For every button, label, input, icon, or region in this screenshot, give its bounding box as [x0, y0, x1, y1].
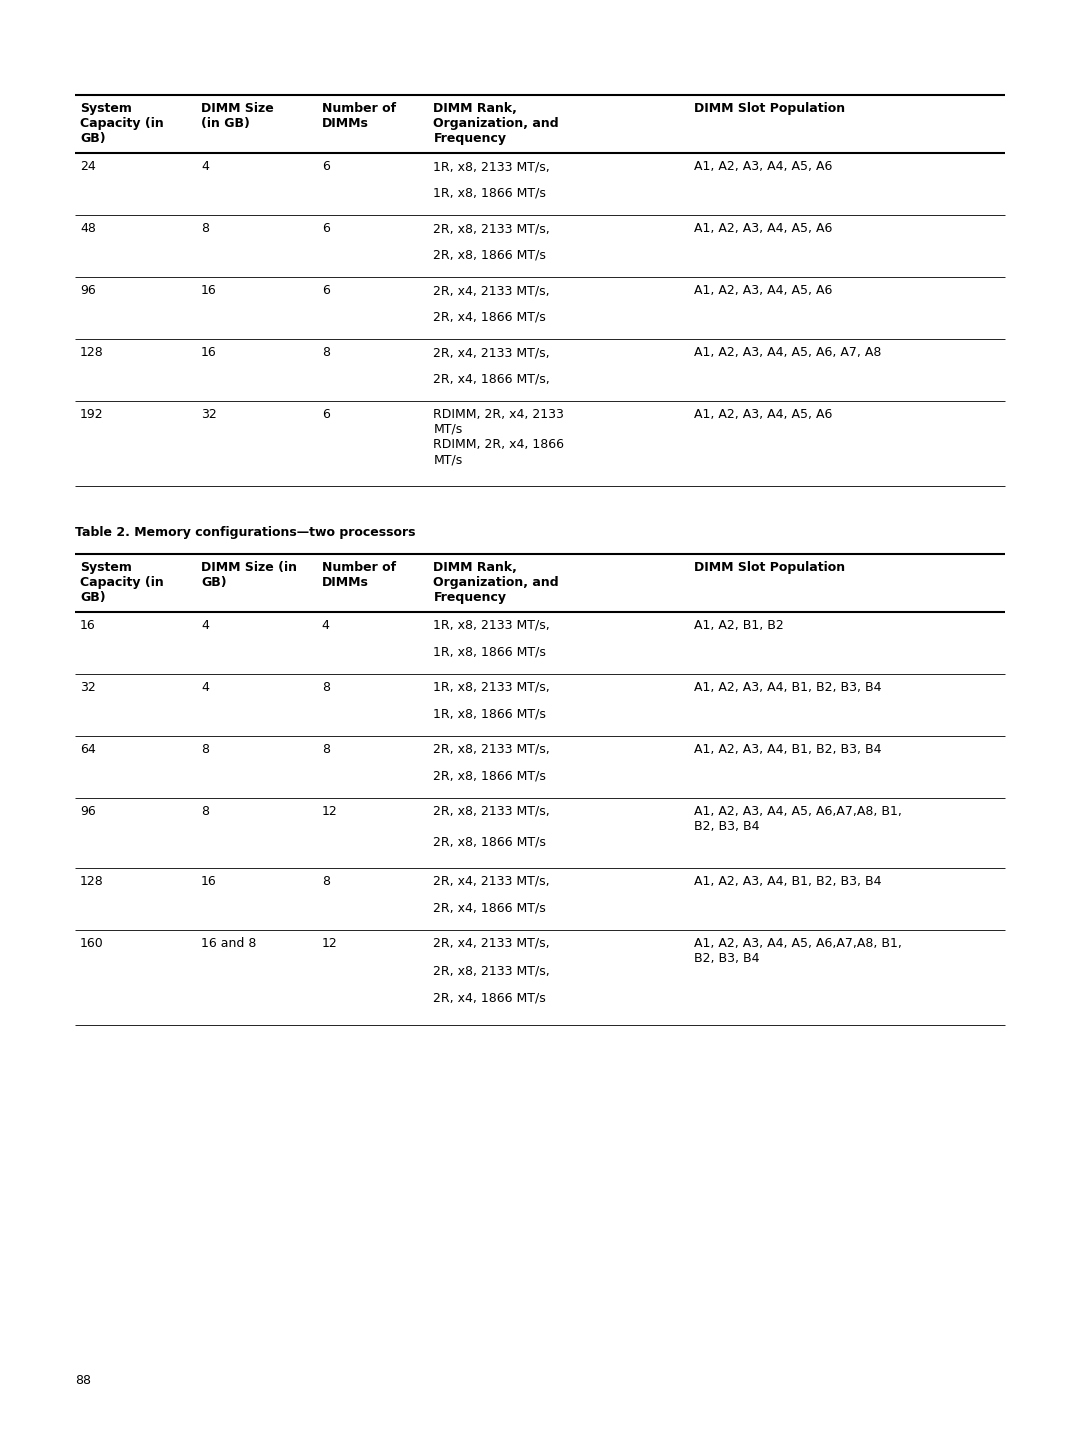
Text: A1, A2, A3, A4, A5, A6: A1, A2, A3, A4, A5, A6 [693, 222, 833, 235]
Text: A1, A2, A3, A4, A5, A6,A7,A8, B1,
B2, B3, B4: A1, A2, A3, A4, A5, A6,A7,A8, B1, B2, B3… [693, 804, 902, 833]
Text: 1R, x8, 1866 MT/s: 1R, x8, 1866 MT/s [433, 186, 546, 199]
Text: 64: 64 [80, 743, 96, 756]
Text: 16: 16 [201, 346, 217, 358]
Text: 48: 48 [80, 222, 96, 235]
Text: 24: 24 [80, 161, 96, 174]
Text: 2R, x8, 2133 MT/s,: 2R, x8, 2133 MT/s, [433, 743, 550, 756]
Text: DIMM Slot Population: DIMM Slot Population [693, 561, 845, 574]
Text: 96: 96 [80, 284, 96, 297]
Text: 2R, x4, 2133 MT/s,: 2R, x4, 2133 MT/s, [433, 936, 550, 949]
Text: 6: 6 [322, 161, 329, 174]
Text: 1R, x8, 2133 MT/s,: 1R, x8, 2133 MT/s, [433, 161, 550, 174]
Text: 2R, x8, 1866 MT/s: 2R, x8, 1866 MT/s [433, 250, 546, 262]
Text: 6: 6 [322, 284, 329, 297]
Text: 2R, x8, 1866 MT/s: 2R, x8, 1866 MT/s [433, 836, 546, 849]
Text: 4: 4 [201, 619, 208, 632]
Text: 2R, x4, 2133 MT/s,: 2R, x4, 2133 MT/s, [433, 284, 550, 297]
Text: 16: 16 [201, 284, 217, 297]
Text: 8: 8 [322, 875, 329, 888]
Text: System
Capacity (in
GB): System Capacity (in GB) [80, 102, 164, 145]
Text: A1, A2, A3, A4, A5, A6: A1, A2, A3, A4, A5, A6 [693, 161, 833, 174]
Text: 12: 12 [322, 936, 338, 949]
Text: 8: 8 [201, 743, 208, 756]
Text: 2R, x4, 1866 MT/s: 2R, x4, 1866 MT/s [433, 991, 546, 1004]
Text: DIMM Slot Population: DIMM Slot Population [693, 102, 845, 115]
Text: 128: 128 [80, 346, 104, 358]
Text: DIMM Rank,
Organization, and
Frequency: DIMM Rank, Organization, and Frequency [433, 561, 559, 604]
Text: 8: 8 [201, 222, 208, 235]
Text: 160: 160 [80, 936, 104, 949]
Text: System
Capacity (in
GB): System Capacity (in GB) [80, 561, 164, 604]
Text: 2R, x4, 1866 MT/s: 2R, x4, 1866 MT/s [433, 311, 546, 324]
Text: 16: 16 [201, 875, 217, 888]
Text: DIMM Size (in
GB): DIMM Size (in GB) [201, 561, 297, 589]
Text: 1R, x8, 2133 MT/s,: 1R, x8, 2133 MT/s, [433, 681, 550, 694]
Text: A1, A2, A3, A4, A5, A6: A1, A2, A3, A4, A5, A6 [693, 409, 833, 422]
Text: 1R, x8, 2133 MT/s,: 1R, x8, 2133 MT/s, [433, 619, 550, 632]
Text: A1, A2, A3, A4, B1, B2, B3, B4: A1, A2, A3, A4, B1, B2, B3, B4 [693, 743, 881, 756]
Text: 2R, x4, 1866 MT/s,: 2R, x4, 1866 MT/s, [433, 373, 550, 386]
Text: 16: 16 [80, 619, 96, 632]
Text: 1R, x8, 1866 MT/s: 1R, x8, 1866 MT/s [433, 708, 546, 721]
Text: 2R, x8, 1866 MT/s: 2R, x8, 1866 MT/s [433, 770, 546, 783]
Text: 128: 128 [80, 875, 104, 888]
Text: 4: 4 [322, 619, 329, 632]
Text: 2R, x8, 2133 MT/s,: 2R, x8, 2133 MT/s, [433, 804, 550, 817]
Text: A1, A2, A3, A4, A5, A6: A1, A2, A3, A4, A5, A6 [693, 284, 833, 297]
Text: 6: 6 [322, 222, 329, 235]
Text: 4: 4 [201, 681, 208, 694]
Text: Number of
DIMMs: Number of DIMMs [322, 561, 396, 589]
Text: 2R, x4, 2133 MT/s,: 2R, x4, 2133 MT/s, [433, 346, 550, 358]
Text: 8: 8 [322, 346, 329, 358]
Text: 2R, x4, 2133 MT/s,: 2R, x4, 2133 MT/s, [433, 875, 550, 888]
Text: 8: 8 [322, 743, 329, 756]
Text: 96: 96 [80, 804, 96, 817]
Text: A1, A2, A3, A4, A5, A6,A7,A8, B1,
B2, B3, B4: A1, A2, A3, A4, A5, A6,A7,A8, B1, B2, B3… [693, 936, 902, 965]
Text: RDIMM, 2R, x4, 2133
MT/s: RDIMM, 2R, x4, 2133 MT/s [433, 409, 564, 436]
Text: 2R, x8, 2133 MT/s,: 2R, x8, 2133 MT/s, [433, 222, 550, 235]
Text: 8: 8 [201, 804, 208, 817]
Text: 192: 192 [80, 409, 104, 422]
Text: RDIMM, 2R, x4, 1866
MT/s: RDIMM, 2R, x4, 1866 MT/s [433, 439, 565, 466]
Text: 6: 6 [322, 409, 329, 422]
Text: A1, A2, B1, B2: A1, A2, B1, B2 [693, 619, 784, 632]
Text: 12: 12 [322, 804, 338, 817]
Text: 4: 4 [201, 161, 208, 174]
Text: 32: 32 [80, 681, 96, 694]
Text: A1, A2, A3, A4, A5, A6, A7, A8: A1, A2, A3, A4, A5, A6, A7, A8 [693, 346, 881, 358]
Text: A1, A2, A3, A4, B1, B2, B3, B4: A1, A2, A3, A4, B1, B2, B3, B4 [693, 875, 881, 888]
Text: 2R, x8, 2133 MT/s,: 2R, x8, 2133 MT/s, [433, 964, 550, 977]
Text: Table 2. Memory configurations—two processors: Table 2. Memory configurations—two proce… [75, 526, 416, 539]
Text: 32: 32 [201, 409, 217, 422]
Text: A1, A2, A3, A4, B1, B2, B3, B4: A1, A2, A3, A4, B1, B2, B3, B4 [693, 681, 881, 694]
Text: Number of
DIMMs: Number of DIMMs [322, 102, 396, 130]
Text: 88: 88 [75, 1374, 91, 1387]
Text: DIMM Rank,
Organization, and
Frequency: DIMM Rank, Organization, and Frequency [433, 102, 559, 145]
Text: DIMM Size
(in GB): DIMM Size (in GB) [201, 102, 273, 130]
Text: 2R, x4, 1866 MT/s: 2R, x4, 1866 MT/s [433, 902, 546, 915]
Text: 1R, x8, 1866 MT/s: 1R, x8, 1866 MT/s [433, 645, 546, 660]
Text: 16 and 8: 16 and 8 [201, 936, 256, 949]
Text: 8: 8 [322, 681, 329, 694]
